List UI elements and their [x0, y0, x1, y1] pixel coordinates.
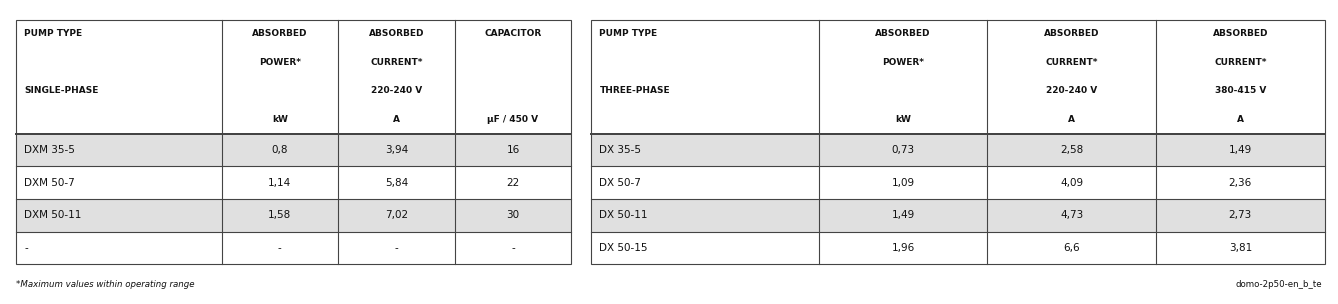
- Text: 0,73: 0,73: [891, 145, 915, 155]
- Text: 3,94: 3,94: [385, 145, 408, 155]
- Text: 3,81: 3,81: [1228, 243, 1252, 253]
- Text: 1,14: 1,14: [268, 178, 292, 188]
- Text: 22: 22: [506, 178, 519, 188]
- Text: 1,09: 1,09: [891, 178, 915, 188]
- Text: DXM 50-11: DXM 50-11: [24, 210, 82, 220]
- Text: 1,49: 1,49: [891, 210, 915, 220]
- Text: kW: kW: [895, 115, 911, 124]
- Text: ABSORBED: ABSORBED: [252, 29, 308, 39]
- Text: -: -: [278, 243, 282, 253]
- Text: 1,96: 1,96: [891, 243, 915, 253]
- Text: 6,6: 6,6: [1064, 243, 1080, 253]
- Text: ABSORBED: ABSORBED: [1044, 29, 1100, 39]
- Bar: [591, 20, 1325, 264]
- Text: A: A: [393, 115, 400, 124]
- Text: DX 35-5: DX 35-5: [599, 145, 641, 155]
- Text: 380-415 V: 380-415 V: [1215, 86, 1266, 95]
- Text: POWER*: POWER*: [882, 58, 925, 67]
- Text: 2,36: 2,36: [1228, 178, 1252, 188]
- Text: 30: 30: [507, 210, 519, 220]
- Text: 7,02: 7,02: [385, 210, 408, 220]
- Text: SINGLE-PHASE: SINGLE-PHASE: [24, 86, 99, 95]
- Text: -: -: [24, 243, 28, 253]
- Text: THREE-PHASE: THREE-PHASE: [599, 86, 670, 95]
- Text: A: A: [1068, 115, 1076, 124]
- Text: 1,58: 1,58: [268, 210, 292, 220]
- Text: 16: 16: [506, 145, 519, 155]
- Text: CURRENT*: CURRENT*: [1045, 58, 1098, 67]
- Text: DX 50-15: DX 50-15: [599, 243, 648, 253]
- Text: *Maximum values within operating range: *Maximum values within operating range: [16, 280, 194, 289]
- Text: 220-240 V: 220-240 V: [371, 86, 421, 95]
- Text: 1,49: 1,49: [1228, 145, 1252, 155]
- Text: ABSORBED: ABSORBED: [875, 29, 931, 39]
- Text: domo-2p50-en_b_te: domo-2p50-en_b_te: [1235, 280, 1322, 289]
- Text: 2,58: 2,58: [1060, 145, 1084, 155]
- Text: CAPACITOR: CAPACITOR: [484, 29, 542, 39]
- Text: 0,8: 0,8: [272, 145, 288, 155]
- Text: DXM 50-7: DXM 50-7: [24, 178, 75, 188]
- Text: POWER*: POWER*: [258, 58, 301, 67]
- Bar: [591, 199, 1325, 232]
- Text: DXM 35-5: DXM 35-5: [24, 145, 75, 155]
- Text: A: A: [1236, 115, 1244, 124]
- Text: 5,84: 5,84: [385, 178, 408, 188]
- Bar: [591, 133, 1325, 166]
- Bar: [16, 133, 571, 166]
- Text: kW: kW: [272, 115, 288, 124]
- Text: -: -: [511, 243, 515, 253]
- Text: 220-240 V: 220-240 V: [1046, 86, 1097, 95]
- Text: PUMP TYPE: PUMP TYPE: [599, 29, 657, 39]
- Text: 4,09: 4,09: [1060, 178, 1084, 188]
- Text: DX 50-7: DX 50-7: [599, 178, 641, 188]
- Text: CURRENT*: CURRENT*: [1214, 58, 1267, 67]
- Text: μF / 450 V: μF / 450 V: [487, 115, 539, 124]
- Text: PUMP TYPE: PUMP TYPE: [24, 29, 82, 39]
- Text: -: -: [395, 243, 399, 253]
- Bar: [16, 20, 571, 264]
- Text: 4,73: 4,73: [1060, 210, 1084, 220]
- Text: DX 50-11: DX 50-11: [599, 210, 648, 220]
- Text: ABSORBED: ABSORBED: [369, 29, 424, 39]
- Bar: [16, 199, 571, 232]
- Text: ABSORBED: ABSORBED: [1212, 29, 1268, 39]
- Text: CURRENT*: CURRENT*: [371, 58, 423, 67]
- Text: 2,73: 2,73: [1228, 210, 1252, 220]
